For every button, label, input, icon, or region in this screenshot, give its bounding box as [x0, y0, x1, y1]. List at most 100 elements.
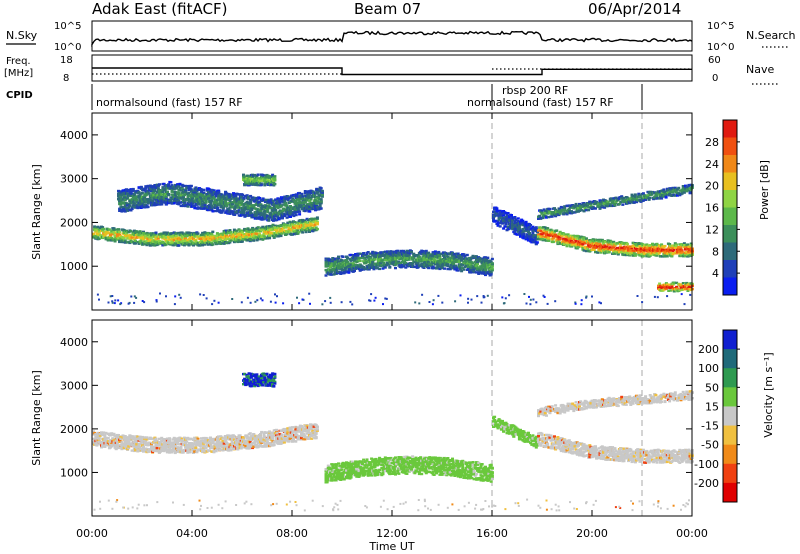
scatter-cell	[488, 263, 492, 266]
scatter-cell	[301, 195, 305, 198]
scatter-cell	[211, 230, 215, 233]
scatter-cell	[465, 257, 469, 260]
scatter-cell	[289, 205, 292, 208]
scatter-cell	[312, 203, 316, 206]
scatter-cell	[227, 208, 231, 211]
scatter-cell	[290, 207, 294, 210]
scatter-cell	[216, 209, 220, 213]
scatter-cell	[333, 262, 337, 265]
scatter-cell	[266, 201, 270, 205]
scatter-cell	[319, 200, 323, 203]
scatter-cell	[398, 251, 402, 255]
scatter-cell	[588, 239, 592, 242]
scatter-cell	[274, 210, 278, 214]
scatter-cell	[262, 232, 266, 236]
scatter-cell	[579, 242, 583, 246]
scatter-cell	[169, 185, 173, 188]
scatter-cell	[195, 190, 199, 193]
scatter-cell	[189, 190, 193, 193]
scatter-cell	[526, 234, 530, 237]
scatter-cell	[266, 180, 270, 183]
scatter-cell	[200, 237, 203, 240]
scatter-cell	[159, 191, 163, 194]
scatter-cell	[424, 249, 428, 253]
scatter-cell	[233, 199, 237, 203]
scatter-cell	[125, 202, 128, 205]
scatter-cell	[169, 241, 173, 244]
scatter-cell	[130, 207, 134, 211]
scatter-cell	[253, 200, 257, 203]
scatter-cell	[461, 267, 465, 270]
scatter-cell	[160, 193, 164, 196]
scatter-cell	[464, 264, 468, 268]
scatter-cell	[619, 243, 623, 246]
scatter-cell	[521, 227, 525, 231]
scatter-cell	[135, 230, 139, 233]
scatter-cell	[243, 206, 247, 209]
scatter-cell	[604, 241, 608, 244]
noise-trace	[91, 30, 693, 47]
scatter-cell	[366, 251, 370, 254]
scatter-cell	[466, 263, 470, 266]
scatter-cell	[602, 245, 605, 248]
scatter-cell	[531, 232, 535, 235]
scatter-cell	[185, 185, 189, 188]
scatter-cell	[236, 197, 240, 200]
scatter-cell	[399, 250, 403, 253]
scatter-cell	[600, 247, 604, 250]
scatter-cell	[275, 203, 279, 206]
scatter-cell	[308, 193, 312, 196]
scatter-cell	[186, 195, 190, 198]
scatter-cell	[184, 237, 187, 240]
scatter-cell	[296, 226, 300, 230]
scatter-cell	[438, 254, 442, 258]
scatter-cell	[435, 259, 438, 262]
scatter-cell	[120, 238, 124, 241]
scatter-cell	[539, 235, 543, 238]
scatter-cell	[546, 227, 550, 230]
scatter-cell	[357, 256, 361, 260]
scatter-cell	[335, 258, 339, 261]
scatter-cell	[456, 269, 460, 272]
scatter-cell	[143, 240, 147, 243]
scatter-cell	[296, 198, 300, 201]
scatter-cell	[587, 241, 591, 244]
scatter-cell	[496, 224, 500, 227]
scatter-cell	[208, 188, 212, 191]
scatter-cell	[413, 254, 417, 258]
scatter-cell	[229, 231, 233, 234]
scatter-cell	[300, 192, 304, 196]
scatter-cell	[516, 220, 520, 223]
scatter-cell	[417, 255, 421, 258]
scatter-cell	[235, 200, 239, 203]
scatter-cell	[246, 197, 250, 200]
scatter-cell	[502, 227, 506, 230]
scatter-cell	[250, 208, 254, 211]
scatter-cell	[258, 197, 262, 200]
scatter-cell	[210, 197, 214, 200]
scatter-cell	[477, 260, 481, 263]
scatter-cell	[205, 236, 209, 240]
scatter-cell	[128, 200, 132, 203]
scatter-cell	[181, 184, 185, 187]
scatter-cell	[317, 197, 321, 201]
scatter-cell	[187, 243, 191, 246]
scatter-cell	[405, 249, 409, 253]
nave-tick-bottom: 0	[712, 73, 718, 84]
scatter-cell	[247, 233, 251, 236]
scatter-cell	[246, 195, 250, 199]
scatter-cell	[404, 261, 408, 265]
scatter-cell	[184, 192, 188, 196]
scatter-cell	[390, 256, 394, 259]
scatter-cell	[565, 238, 569, 241]
scatter-cell	[391, 254, 395, 257]
scatter-cell	[316, 206, 320, 209]
scatter-cell	[142, 198, 146, 201]
scatter-cell	[397, 260, 401, 263]
scatter-cell	[169, 181, 173, 184]
scatter-cell	[251, 213, 255, 217]
scatter-cell	[110, 236, 114, 240]
scatter-cell	[170, 188, 174, 192]
scatter-cell	[167, 235, 170, 239]
scatter-cell	[232, 228, 236, 231]
